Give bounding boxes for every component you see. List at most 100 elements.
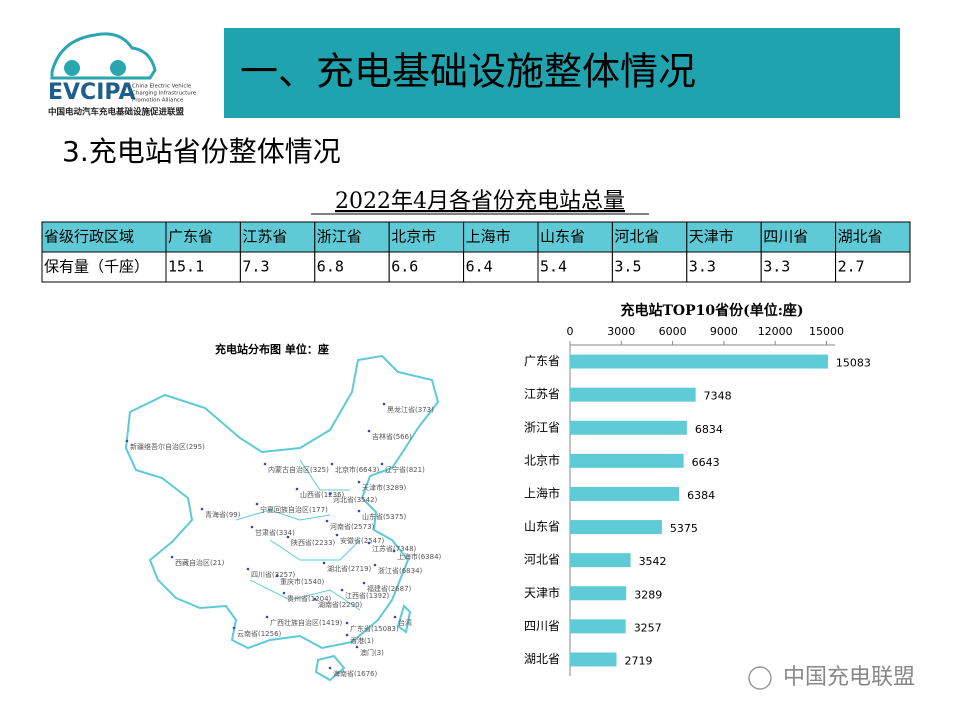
- x-tick-label: 15000: [809, 325, 844, 338]
- value-label: 3542: [639, 555, 667, 568]
- cell-text: 15.1: [168, 258, 204, 276]
- header-text: 山东省: [540, 228, 585, 246]
- header-text: 湖北省: [838, 228, 883, 246]
- map-label: 广西壮族自治区(1419): [270, 618, 343, 627]
- chart-title: 充电站TOP10省份(单位:座): [620, 302, 803, 319]
- value-label: 6834: [695, 423, 723, 436]
- bar: [570, 619, 626, 634]
- map-dot: [328, 666, 332, 670]
- map-label: 贵州省(1204): [287, 594, 332, 603]
- logo-english: China Electric Vehicle: [132, 84, 192, 90]
- cell: [165, 251, 241, 283]
- map-label: 吉林省(566): [372, 432, 412, 441]
- map-dot: [250, 525, 254, 529]
- cell: [686, 251, 762, 283]
- cell-text: 7.3: [242, 258, 269, 276]
- watermark: 中国充电联盟: [748, 665, 915, 690]
- bar: [570, 387, 696, 402]
- map-label: 山东省(5375): [362, 512, 407, 521]
- cell-text: 6.6: [391, 258, 418, 276]
- map-dot: [286, 535, 290, 539]
- header-text: 天津市: [689, 228, 734, 246]
- map-label: 海南省(1676): [333, 669, 378, 678]
- map-dot: [322, 561, 326, 565]
- map-dot: [263, 462, 267, 466]
- x-tick-label: 12000: [758, 325, 793, 338]
- y-tick-label: 四川省: [524, 619, 560, 633]
- map-title: 充电站分布图 单位：座: [215, 342, 329, 356]
- map-label: 宁夏回族自治区(177): [260, 505, 328, 514]
- value-label: 3257: [634, 621, 662, 634]
- map-dot: [255, 502, 259, 506]
- map-dot: [282, 591, 286, 595]
- map-label: 四川省(3257): [251, 570, 296, 579]
- map-label: 陕西省(2233): [291, 538, 336, 547]
- logo-english: Promotion Alliance: [132, 98, 184, 104]
- map-label: 江苏省(7348): [372, 544, 417, 553]
- map-label: 新疆维吾尔自治区(295): [130, 442, 205, 451]
- map-dot: [246, 567, 250, 571]
- bar: [570, 420, 687, 435]
- map-dot: [170, 555, 174, 559]
- header-text: 北京市: [391, 228, 436, 246]
- map-label: 甘肃省(334): [255, 528, 295, 537]
- map-label: 上海市(6384): [397, 552, 442, 561]
- map-dot: [367, 429, 371, 433]
- header-title: 一、充电基础设施整体情况: [240, 50, 696, 94]
- y-tick-label: 湖北省: [524, 651, 560, 666]
- map-dot: [380, 462, 384, 466]
- cell-text: 6.8: [317, 258, 344, 276]
- map-dot: [345, 633, 349, 637]
- bar: [570, 652, 617, 667]
- map-label: 福建省(2687): [367, 584, 412, 593]
- map: 充电站分布图 单位：座 黑龙江省(373) 吉林省(566) 新疆维吾尔自治区(29…: [124, 342, 442, 682]
- bar: [570, 486, 680, 501]
- x-tick-label: 6000: [659, 325, 687, 338]
- map-label: 青海省(99): [205, 510, 241, 519]
- bar: [570, 354, 828, 369]
- map-label: 黑龙江省(373): [387, 405, 434, 414]
- map-dot: [328, 492, 332, 496]
- map-label: 安徽省(2547): [340, 536, 385, 545]
- header-text: 上海市: [466, 228, 511, 246]
- map-label: 河北省(3542): [333, 495, 378, 504]
- header-cell: [835, 221, 911, 253]
- map-label: 重庆市(1540): [280, 577, 325, 586]
- map-label: 澳门(3): [360, 648, 384, 657]
- bar: [570, 453, 684, 468]
- logo-name: EVCIPA: [48, 80, 136, 105]
- map-label: 北京市(6643): [335, 465, 380, 474]
- header-band: [224, 28, 900, 118]
- map-dot: [200, 507, 204, 511]
- header-cell: [760, 221, 837, 253]
- map-dot: [373, 563, 377, 567]
- header-cell: [41, 221, 167, 253]
- subtitle: 3.充电站省份整体情况: [62, 135, 341, 168]
- table-title: 2022年4月各省份充电站总量: [335, 189, 625, 214]
- cell: [41, 251, 167, 283]
- map-dot: [275, 574, 279, 578]
- map-label: 江西省(1392): [345, 591, 390, 600]
- map-label: 河南省(2573): [330, 522, 375, 531]
- map-dot: [393, 615, 397, 619]
- y-tick-label: 山东省: [524, 520, 560, 534]
- value-label: 3289: [634, 588, 662, 601]
- cell: [537, 251, 613, 283]
- cell-text: 3.3: [763, 258, 790, 276]
- value-label: 5375: [670, 522, 698, 535]
- map-dot: [367, 541, 371, 545]
- y-tick-label: 天津市: [524, 585, 560, 600]
- value-label: 6384: [687, 489, 715, 502]
- x-tick-label: 0: [567, 325, 574, 338]
- cell: [760, 251, 837, 283]
- y-tick-label: 北京市: [524, 452, 560, 467]
- map-label: 香港(1): [350, 636, 374, 645]
- value-label: 15083: [836, 357, 871, 370]
- header-cell: [239, 221, 316, 253]
- map-label: 浙江省(6834): [378, 566, 423, 575]
- map-dot: [392, 549, 396, 553]
- y-tick-label: 浙江省: [524, 420, 560, 434]
- cell-text: 2.7: [838, 258, 865, 276]
- map-dot: [325, 519, 329, 523]
